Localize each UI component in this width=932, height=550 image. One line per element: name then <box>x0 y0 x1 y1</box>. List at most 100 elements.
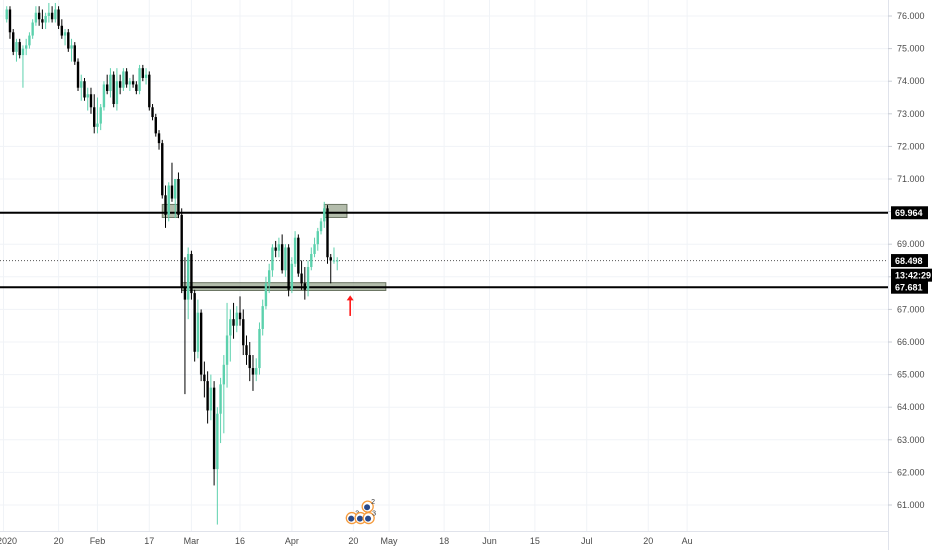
event-markers[interactable]: 3232 <box>345 499 376 525</box>
horizontal-lines[interactable] <box>0 211 888 289</box>
candle-body <box>235 312 238 326</box>
price-axis[interactable]: 76.00075.00074.00073.00072.00071.00070.0… <box>888 0 925 550</box>
candle-up <box>209 374 213 421</box>
price-tag-box <box>891 254 928 268</box>
time-tick-label: May <box>381 536 399 546</box>
candle-body <box>8 9 12 33</box>
time-tick-label: 16 <box>235 536 245 546</box>
arrow-annotation[interactable] <box>346 295 354 316</box>
price-tag-box <box>891 206 928 220</box>
candle-body <box>151 107 154 118</box>
candle-down <box>125 68 128 88</box>
candle-body <box>199 312 203 375</box>
price-tick-label: 62.000 <box>897 467 925 477</box>
price-tick-label: 76.000 <box>897 11 925 21</box>
price-tick-label: 74.000 <box>897 76 925 86</box>
candle-down <box>50 6 54 23</box>
candle-down <box>148 71 151 111</box>
candle-down <box>57 6 60 30</box>
candle-body <box>89 94 93 108</box>
candle-body <box>186 253 190 300</box>
candle-up <box>128 77 132 91</box>
candle-up <box>96 97 99 134</box>
candle-body <box>267 270 271 284</box>
event-flag-icon <box>348 515 355 522</box>
candle-down <box>177 172 180 219</box>
price-tick-label: 75.000 <box>897 44 925 54</box>
price-tags: 69.964 68.498 13:42:29 67.681 <box>891 206 932 294</box>
candle-down <box>199 309 203 382</box>
time-axis[interactable]: 202020Feb17Mar16Apr20May18Jun15Jul20Au <box>0 531 888 547</box>
candle-body <box>109 74 112 91</box>
candle-body <box>125 71 128 85</box>
candle-up <box>277 237 281 258</box>
candle-body <box>93 107 96 127</box>
candle-down <box>245 335 248 365</box>
candle-down <box>303 267 307 300</box>
candle-body <box>222 364 226 385</box>
candle-down <box>118 74 122 95</box>
candle-body <box>303 283 307 290</box>
price-tag-text: 69.964 <box>895 208 923 218</box>
candle-body <box>99 107 102 124</box>
event-marker[interactable]: 3 <box>362 511 376 525</box>
candle-up <box>99 104 102 131</box>
candle-up <box>323 201 326 228</box>
candle-body <box>135 84 138 91</box>
candle-body <box>242 319 245 346</box>
candle-down <box>232 302 235 339</box>
candle-down <box>73 42 76 65</box>
candle-up <box>63 29 67 46</box>
candle-up <box>316 227 319 251</box>
candle-up <box>306 260 310 297</box>
candle-body <box>258 328 261 369</box>
price-tick-label: 64.000 <box>897 402 925 412</box>
candle-up <box>34 6 38 26</box>
candles <box>5 2 339 525</box>
candle-body <box>60 25 64 36</box>
candle-body <box>306 267 310 290</box>
candle-body <box>245 345 248 356</box>
arrow-head[interactable] <box>346 295 354 301</box>
candle-body <box>80 81 83 88</box>
candle-body <box>206 381 209 411</box>
candle-body <box>219 384 222 414</box>
time-tick-label: Au <box>682 536 693 546</box>
price-tag: 67.681 <box>891 280 928 294</box>
candle-body <box>293 237 297 264</box>
candle-down <box>93 94 96 134</box>
candle-body <box>323 208 326 222</box>
candle-body <box>170 185 174 199</box>
event-flag-icon <box>364 504 371 511</box>
candle-up <box>222 355 226 434</box>
candle-down <box>193 289 196 362</box>
candle-up <box>313 237 316 258</box>
price-tag-text: 13:42:29 <box>895 270 931 280</box>
candle-down <box>131 74 135 88</box>
event-marker[interactable]: 2 <box>361 499 375 513</box>
time-tick-label: Apr <box>285 536 299 546</box>
candle-body <box>63 32 67 36</box>
candle-up <box>109 68 112 98</box>
candle-down <box>297 234 300 277</box>
grid <box>0 0 888 531</box>
candle-body <box>180 214 183 287</box>
price-tick-label: 65.000 <box>897 370 925 380</box>
candle-down <box>8 6 12 39</box>
candle-up <box>174 179 177 219</box>
candle-down <box>280 234 284 274</box>
candle-up <box>5 6 8 23</box>
candle-down <box>300 260 303 290</box>
candle-down <box>326 205 329 264</box>
time-tick-label: 20 <box>54 536 64 546</box>
candle-body <box>280 244 284 271</box>
price-tag-box <box>891 268 932 282</box>
time-tick-label: 17 <box>144 536 154 546</box>
candle-up <box>225 302 229 388</box>
candle-down <box>161 139 164 199</box>
candle-up <box>290 257 294 294</box>
candle-up <box>80 74 83 101</box>
